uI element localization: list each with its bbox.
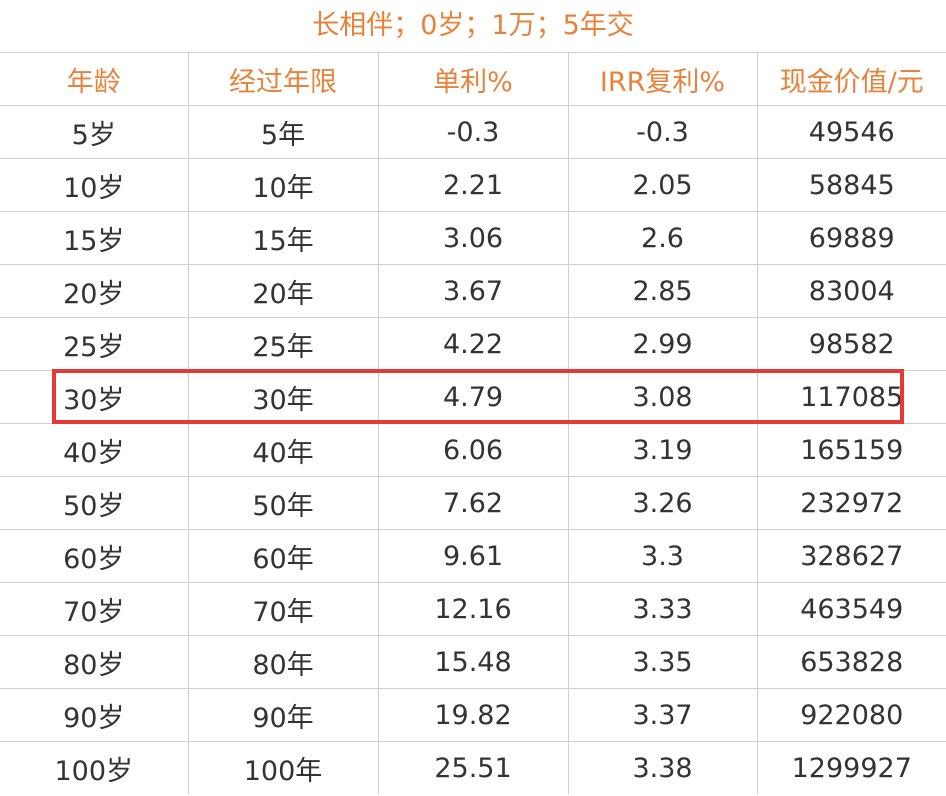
cell-cash-value: 83004 [756, 264, 946, 318]
cell-irr: 2.05 [567, 158, 757, 212]
cell-age: 70岁 [0, 582, 188, 636]
table-row: 60岁 60年 9.61 3.3 328627 [0, 529, 946, 583]
cell-years: 70年 [187, 582, 378, 636]
cell-cash-value: 49546 [756, 105, 946, 159]
table-row: 90岁 90年 19.82 3.37 922080 [0, 688, 946, 742]
cell-cash-value: 117085 [756, 370, 946, 424]
cell-age: 5岁 [0, 105, 188, 159]
cell-age: 100岁 [0, 741, 188, 794]
cell-age: 50岁 [0, 476, 188, 530]
cell-irr: 2.6 [567, 211, 757, 265]
table-row: 15岁 15年 3.06 2.6 69889 [0, 211, 946, 265]
cell-irr: 3.35 [567, 635, 757, 689]
cell-age: 60岁 [0, 529, 188, 583]
cell-irr: 3.33 [567, 582, 757, 636]
cell-cash-value: 98582 [756, 317, 946, 371]
header-irr-compound: IRR复利% [567, 52, 757, 106]
cell-simple-interest: 9.61 [377, 529, 568, 583]
cell-cash-value: 1299927 [756, 741, 946, 794]
cell-years: 5年 [187, 105, 378, 159]
cell-cash-value: 69889 [756, 211, 946, 265]
table-title: 长相伴；0岁；1万；5年交 [312, 10, 634, 41]
cell-cash-value: 328627 [756, 529, 946, 583]
cash-value-table: 年龄 经过年限 单利% IRR复利% 现金价值/元 5岁 5年 -0.3 -0.3 49… [0, 52, 946, 794]
table-row: 100岁 100年 25.51 3.38 1299927 [0, 741, 946, 794]
header-age: 年龄 [0, 52, 188, 106]
cell-cash-value: 922080 [756, 688, 946, 742]
cell-simple-interest: 3.67 [377, 264, 568, 318]
table-row: 80岁 80年 15.48 3.35 653828 [0, 635, 946, 689]
table-row: 25岁 25年 4.22 2.99 98582 [0, 317, 946, 371]
cell-years: 80年 [187, 635, 378, 689]
cell-irr: 2.99 [567, 317, 757, 371]
cell-years: 100年 [187, 741, 378, 794]
cell-simple-interest: 19.82 [377, 688, 568, 742]
cell-years: 90年 [187, 688, 378, 742]
cell-age: 25岁 [0, 317, 188, 371]
cell-simple-interest: 3.06 [377, 211, 568, 265]
cell-years: 50年 [187, 476, 378, 530]
cell-cash-value: 653828 [756, 635, 946, 689]
cell-years: 20年 [187, 264, 378, 318]
cell-irr: 3.38 [567, 741, 757, 794]
cell-irr: 3.08 [567, 370, 757, 424]
cell-age: 10岁 [0, 158, 188, 212]
cell-simple-interest: 4.22 [377, 317, 568, 371]
cell-cash-value: 463549 [756, 582, 946, 636]
cell-age: 20岁 [0, 264, 188, 318]
cell-simple-interest: 7.62 [377, 476, 568, 530]
cell-age: 30岁 [0, 370, 188, 424]
table-row: 5岁 5年 -0.3 -0.3 49546 [0, 105, 946, 159]
cell-years: 25年 [187, 317, 378, 371]
header-row: 年龄 经过年限 单利% IRR复利% 现金价值/元 [0, 52, 946, 106]
cell-years: 40年 [187, 423, 378, 477]
cell-years: 30年 [187, 370, 378, 424]
table-body: 5岁 5年 -0.3 -0.3 49546 10岁 10年 2.21 2.05 58845 15岁 1… [0, 105, 946, 794]
table-row: 70岁 70年 12.16 3.33 463549 [0, 582, 946, 636]
cell-irr: 3.26 [567, 476, 757, 530]
table-row: 20岁 20年 3.67 2.85 83004 [0, 264, 946, 318]
cell-simple-interest: -0.3 [377, 105, 568, 159]
cell-simple-interest: 6.06 [377, 423, 568, 477]
table-header: 年龄 经过年限 单利% IRR复利% 现金价值/元 [0, 52, 946, 106]
cell-irr: 3.3 [567, 529, 757, 583]
cell-simple-interest: 12.16 [377, 582, 568, 636]
cell-years: 10年 [187, 158, 378, 212]
header-simple-interest: 单利% [377, 52, 568, 106]
cell-irr: 3.19 [567, 423, 757, 477]
header-cash-value: 现金价值/元 [756, 52, 946, 106]
cell-simple-interest: 15.48 [377, 635, 568, 689]
cell-years: 60年 [187, 529, 378, 583]
cell-years: 15年 [187, 211, 378, 265]
cell-age: 90岁 [0, 688, 188, 742]
cell-simple-interest: 4.79 [377, 370, 568, 424]
cell-cash-value: 232972 [756, 476, 946, 530]
table-row: 40岁 40年 6.06 3.19 165159 [0, 423, 946, 477]
cell-simple-interest: 2.21 [377, 158, 568, 212]
table-row: 50岁 50年 7.62 3.26 232972 [0, 476, 946, 530]
cell-age: 80岁 [0, 635, 188, 689]
cell-irr: -0.3 [567, 105, 757, 159]
cell-age: 15岁 [0, 211, 188, 265]
cell-cash-value: 165159 [756, 423, 946, 477]
cell-irr: 3.37 [567, 688, 757, 742]
cell-irr: 2.85 [567, 264, 757, 318]
table-row: 10岁 10年 2.21 2.05 58845 [0, 158, 946, 212]
cell-simple-interest: 25.51 [377, 741, 568, 794]
cell-age: 40岁 [0, 423, 188, 477]
table-row-highlighted: 30岁 30年 4.79 3.08 117085 [0, 370, 946, 424]
header-years-elapsed: 经过年限 [187, 52, 378, 106]
cell-cash-value: 58845 [756, 158, 946, 212]
